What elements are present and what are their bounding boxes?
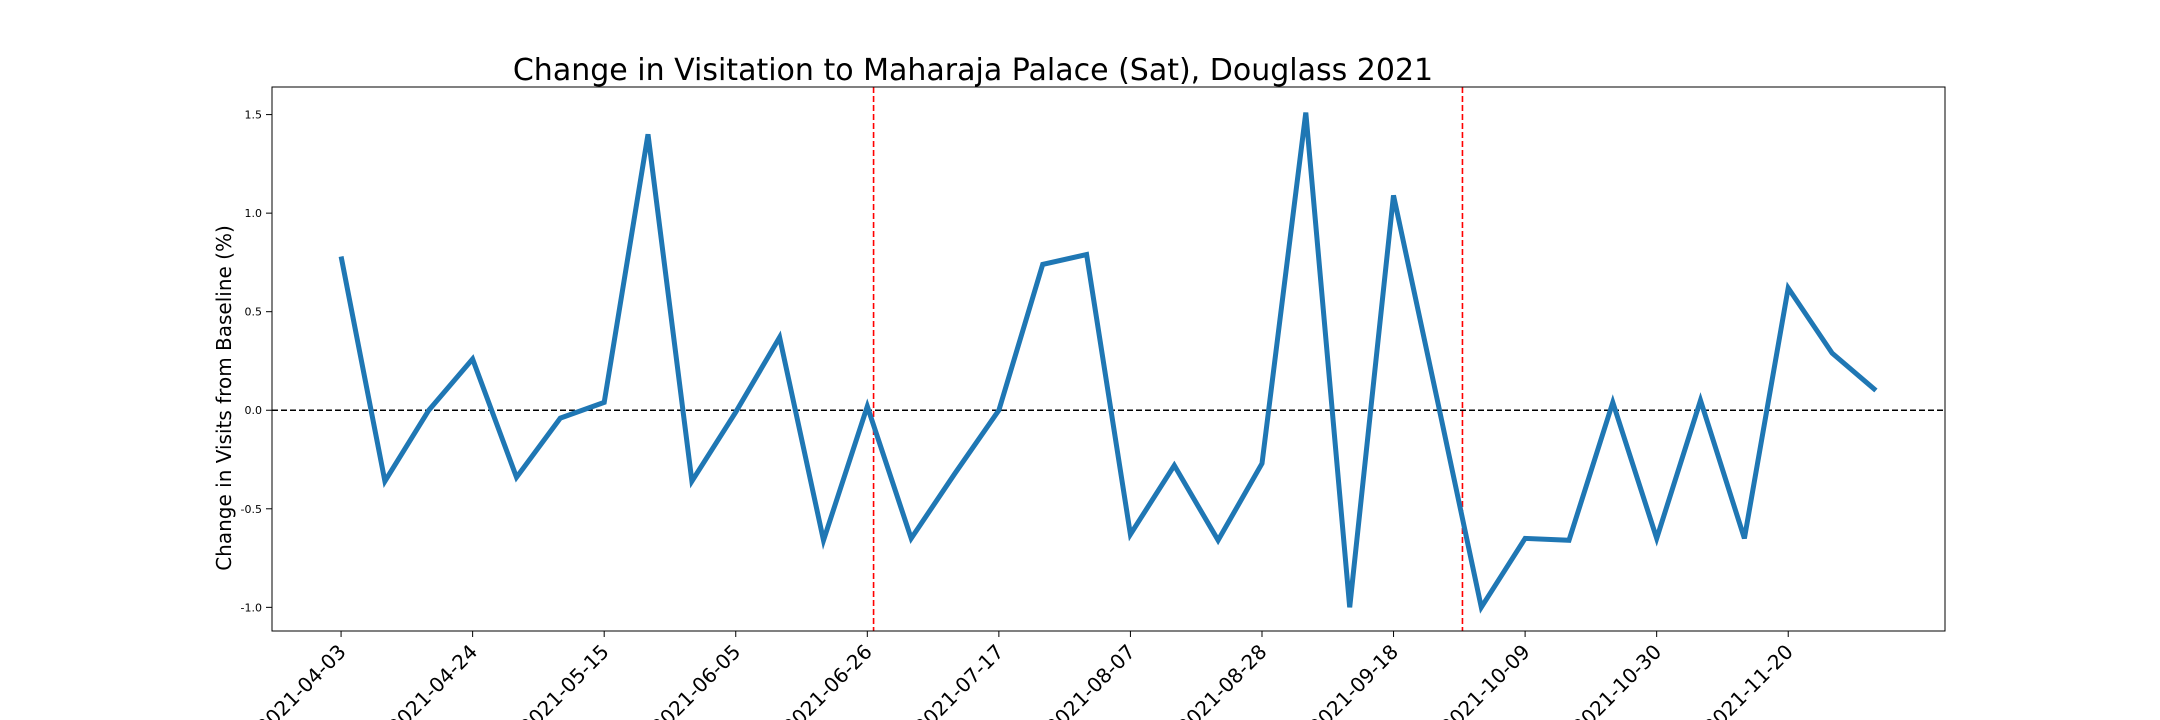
data-point <box>516 476 518 478</box>
data-point <box>1480 606 1482 608</box>
data-point <box>1568 539 1570 541</box>
data-point <box>1393 194 1395 196</box>
data-point <box>1217 539 1219 541</box>
data-point <box>1524 537 1526 539</box>
data-point <box>910 537 912 539</box>
y-tick-label: -0.5 <box>241 503 262 516</box>
plot-frame <box>271 86 1946 632</box>
data-point <box>603 401 605 403</box>
data-point <box>1173 464 1175 466</box>
x-tick-label: 2021-05-15 <box>515 640 614 720</box>
data-point <box>1086 254 1088 256</box>
series-line-0 <box>338 112 1878 614</box>
x-tick-label: 2021-07-17 <box>909 640 1008 720</box>
data-point <box>1700 399 1702 401</box>
data-point <box>691 480 693 482</box>
data-point <box>428 409 430 411</box>
data-point <box>866 405 868 407</box>
data-point <box>1349 606 1351 608</box>
data-point <box>954 472 956 474</box>
x-tick-label: 2021-04-03 <box>251 640 350 720</box>
data-point <box>384 480 386 482</box>
y-tick-label: 0.5 <box>245 306 263 319</box>
x-tick-label: 2021-08-07 <box>1041 640 1140 720</box>
data-point <box>779 336 781 338</box>
x-tick-label: 2021-06-26 <box>778 640 877 720</box>
data-point <box>1612 401 1614 403</box>
y-tick-label: 1.0 <box>245 207 263 220</box>
data-point <box>1875 390 1877 392</box>
x-tick-label: 2021-10-30 <box>1567 640 1666 720</box>
x-tick-label: 2021-09-18 <box>1304 640 1403 720</box>
data-point <box>823 539 825 541</box>
y-tick-label: 1.5 <box>245 109 263 122</box>
data-point <box>340 256 342 258</box>
data-point <box>1436 399 1438 401</box>
data-point <box>1305 112 1307 114</box>
x-tick-label: 2021-10-09 <box>1435 640 1534 720</box>
data-point <box>735 411 737 413</box>
y-tick-label: 0.0 <box>245 404 263 417</box>
plot-area: -1.0 -0.5 0.0 0.5 1.0 1.5 2021-04-03 2021-04-24… <box>241 87 1945 720</box>
x-tick-label: 2021-11-20 <box>1699 640 1798 720</box>
data-point <box>472 358 474 360</box>
data-point <box>1261 463 1263 465</box>
data-point <box>1787 287 1789 289</box>
data-point <box>1129 533 1131 535</box>
x-tick-label: 2021-06-05 <box>646 640 745 720</box>
data-point <box>1743 537 1745 539</box>
data-point <box>998 409 1000 411</box>
x-tick-label: 2021-04-24 <box>383 640 482 720</box>
data-point <box>1831 352 1833 354</box>
data-point <box>1042 263 1044 265</box>
chart-title: Change in Visitation to Maharaja Palace … <box>513 53 1433 88</box>
y-tick-label: -1.0 <box>241 601 262 614</box>
data-point <box>1656 537 1658 539</box>
x-tick-label: 2021-08-28 <box>1172 640 1271 720</box>
data-point <box>647 133 649 135</box>
data-point <box>559 417 561 419</box>
y-axis-label: Change in Visits from Baseline (%) <box>212 225 236 571</box>
